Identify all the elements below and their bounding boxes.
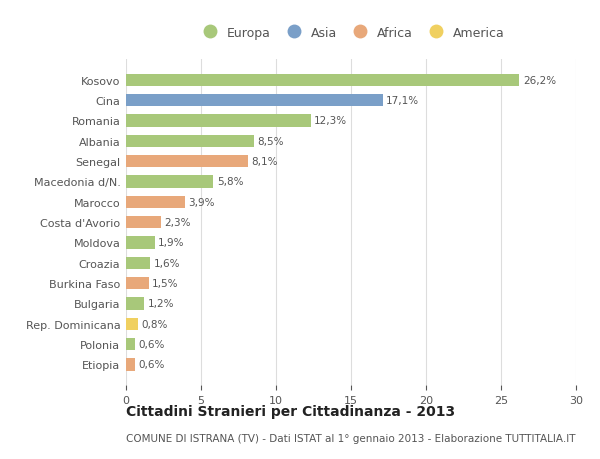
Text: 1,6%: 1,6% — [154, 258, 180, 268]
Bar — [126, 196, 185, 208]
Legend: Europa, Asia, Africa, America: Europa, Asia, Africa, America — [197, 27, 505, 40]
Text: 8,5%: 8,5% — [257, 136, 284, 146]
Bar — [126, 115, 311, 127]
Text: 0,6%: 0,6% — [139, 339, 165, 349]
Bar — [126, 277, 149, 290]
Bar — [126, 257, 150, 269]
Bar — [126, 358, 135, 371]
Text: 1,9%: 1,9% — [158, 238, 185, 248]
Text: 26,2%: 26,2% — [523, 76, 556, 85]
Bar — [126, 135, 254, 147]
Bar — [126, 237, 155, 249]
Text: 0,8%: 0,8% — [142, 319, 168, 329]
Text: Cittadini Stranieri per Cittadinanza - 2013: Cittadini Stranieri per Cittadinanza - 2… — [126, 404, 455, 419]
Text: 17,1%: 17,1% — [386, 96, 419, 106]
Text: 3,9%: 3,9% — [188, 197, 215, 207]
Text: 8,1%: 8,1% — [251, 157, 278, 167]
Bar — [126, 318, 138, 330]
Text: 5,8%: 5,8% — [217, 177, 243, 187]
Text: COMUNE DI ISTRANA (TV) - Dati ISTAT al 1° gennaio 2013 - Elaborazione TUTTITALIA: COMUNE DI ISTRANA (TV) - Dati ISTAT al 1… — [126, 433, 575, 442]
Text: 2,3%: 2,3% — [164, 218, 191, 228]
Bar — [126, 217, 161, 229]
Bar — [126, 74, 519, 87]
Text: 0,6%: 0,6% — [139, 360, 165, 369]
Text: 1,5%: 1,5% — [152, 279, 179, 288]
Text: 12,3%: 12,3% — [314, 116, 347, 126]
Bar — [126, 176, 213, 188]
Bar — [126, 338, 135, 351]
Bar — [126, 95, 383, 107]
Bar — [126, 298, 144, 310]
Bar — [126, 156, 248, 168]
Text: 1,2%: 1,2% — [148, 299, 174, 309]
